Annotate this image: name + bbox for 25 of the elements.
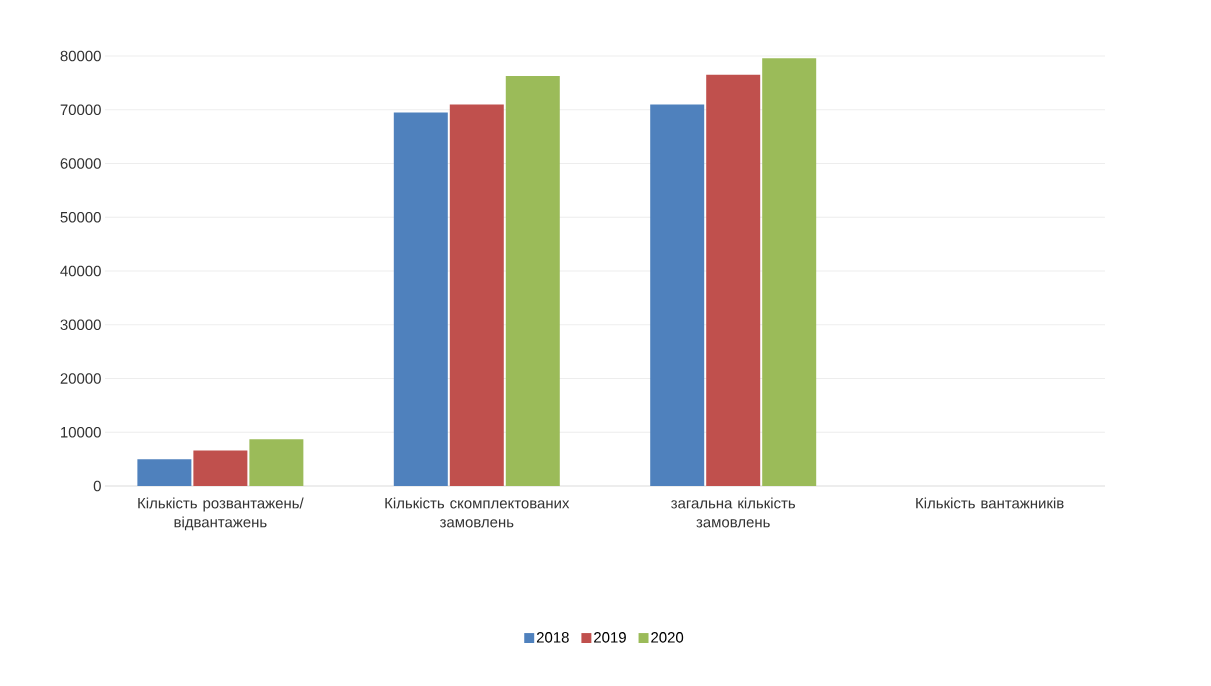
- bar: [193, 450, 248, 486]
- bar: [449, 104, 504, 486]
- x-tick-label: Кількість розвантажень/ відвантажень: [138, 497, 304, 531]
- y-tick-label: 50000: [60, 211, 101, 223]
- x-tick-label: Кількість скомплектованих замовлень: [385, 497, 570, 528]
- legend-label: 2020: [651, 632, 684, 643]
- y-tick-label: 70000: [60, 104, 101, 116]
- y-tick-label: 10000: [61, 426, 101, 438]
- legend-label: 2019: [594, 632, 626, 643]
- bar: [393, 112, 448, 486]
- y-tick-label: 30000: [60, 319, 101, 331]
- x-tick-label: Кількість вантажників: [916, 497, 1064, 509]
- bar: [706, 74, 761, 486]
- bar: [762, 58, 817, 486]
- legend-label: 2018: [536, 632, 569, 643]
- bar: [505, 75, 560, 486]
- y-tick-label: 0: [93, 480, 101, 492]
- y-tick-label: 20000: [60, 373, 101, 384]
- bar: [650, 104, 705, 486]
- x-tick-label: загальна кількість замовлень: [671, 497, 796, 528]
- bar: [137, 459, 192, 486]
- bar: [249, 439, 304, 486]
- y-tick-label: 60000: [60, 158, 101, 169]
- y-tick-label: 80000: [60, 50, 101, 62]
- y-tick-label: 40000: [60, 265, 101, 277]
